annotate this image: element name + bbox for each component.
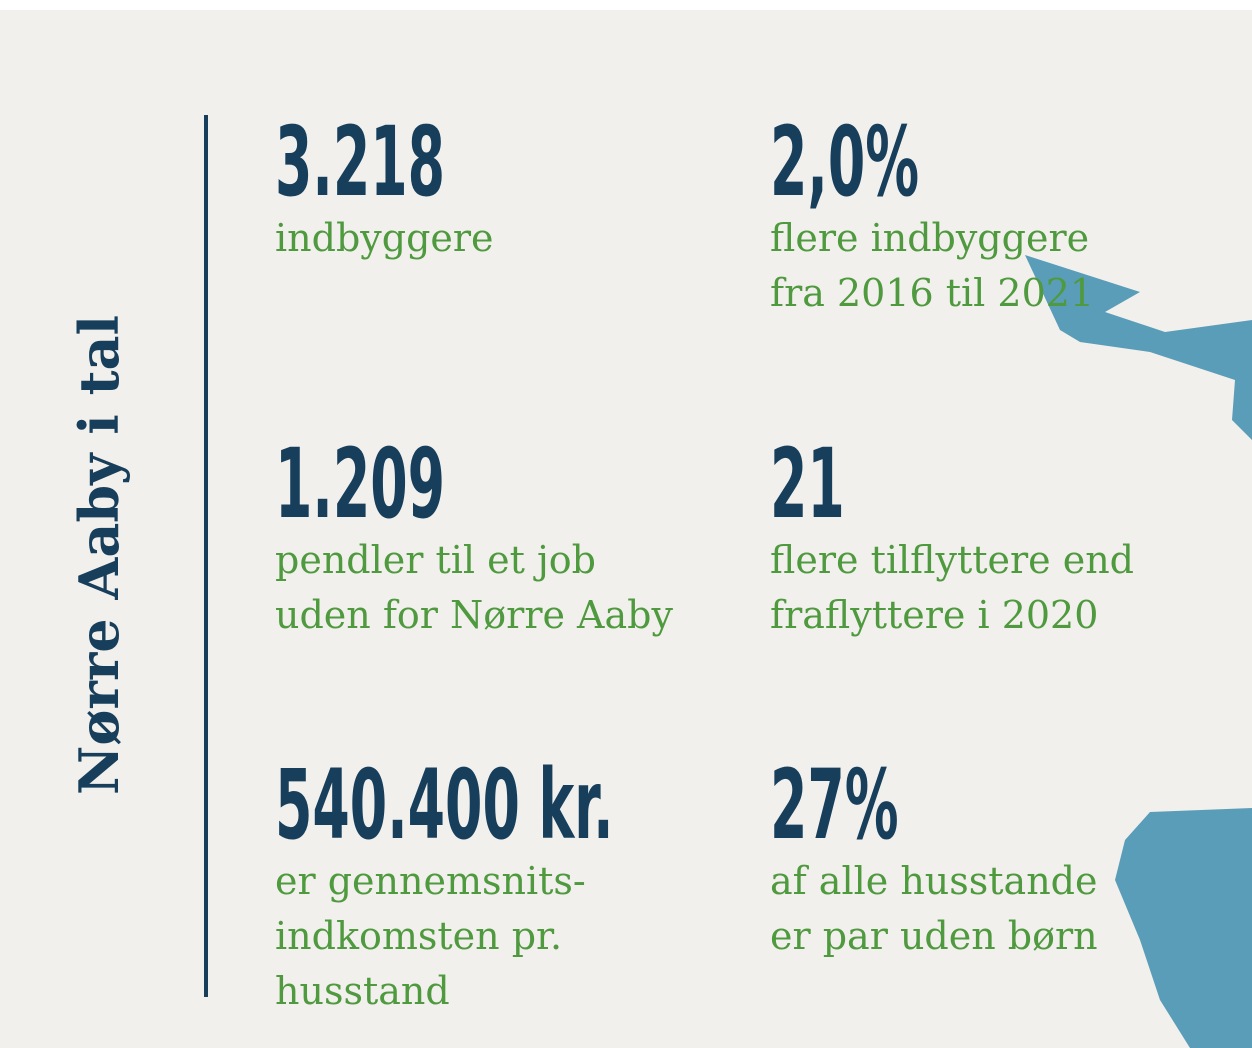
stat-description: pendler til et job bbox=[275, 538, 596, 582]
stat-description: af alle husstande bbox=[770, 859, 1098, 903]
stat-value: 1.209 bbox=[275, 429, 445, 540]
stat-description: er gennemsnits- bbox=[275, 859, 586, 903]
background bbox=[0, 10, 1252, 1048]
stat-description: fra 2016 til 2021 bbox=[770, 271, 1094, 315]
stat-value: 540.400 kr. bbox=[275, 750, 614, 861]
stat-description: flere tilflyttere end bbox=[770, 538, 1134, 582]
map-shape bbox=[1115, 808, 1252, 1048]
stat-description: fraflyttere i 2020 bbox=[770, 593, 1098, 637]
stat-description: indbyggere bbox=[275, 216, 494, 260]
stat-description: er par uden børn bbox=[770, 914, 1098, 958]
stat-value: 21 bbox=[770, 429, 845, 540]
stat-value: 27% bbox=[770, 750, 899, 861]
stat-description: flere indbyggere bbox=[770, 216, 1089, 260]
stat-value: 2,0% bbox=[770, 107, 919, 218]
stat-description: indkomsten pr. bbox=[275, 914, 562, 958]
stat-description: uden for Nørre Aaby bbox=[275, 593, 673, 637]
stat-description: husstand bbox=[275, 969, 450, 1013]
stat-value: 3.218 bbox=[275, 107, 445, 218]
title: Nørre Aaby i tal bbox=[67, 315, 131, 795]
map-shape bbox=[1025, 255, 1252, 440]
